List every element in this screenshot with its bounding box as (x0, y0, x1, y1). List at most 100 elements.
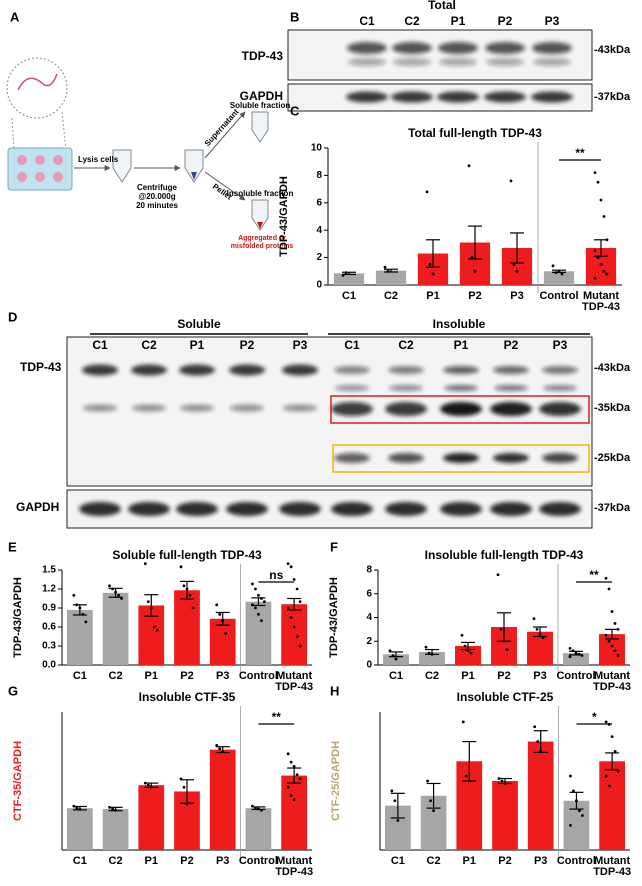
data-point (425, 190, 429, 194)
data-point (604, 576, 608, 580)
lane-label: P2 (240, 338, 255, 352)
data-point (289, 616, 293, 619)
x-tick-label: Control (238, 855, 278, 867)
data-point (613, 649, 617, 653)
data-point (263, 600, 266, 604)
data-point (551, 264, 555, 268)
error-bar (287, 597, 302, 611)
bar (209, 618, 236, 665)
lane-label: P3 (553, 338, 568, 352)
y-tick-label: 1.5 (42, 565, 56, 576)
blot-band (493, 453, 529, 463)
blot-band (490, 502, 532, 516)
blot-band (542, 366, 578, 374)
step-label: Lysis cells (78, 155, 119, 164)
blot-band (539, 402, 581, 416)
data-point (607, 784, 611, 788)
data-point (616, 769, 620, 773)
error-bar (72, 604, 87, 616)
error-bar (384, 268, 398, 273)
data-point (431, 272, 435, 276)
data-point (580, 654, 584, 657)
data-point (613, 750, 617, 753)
chart-title: Total full-length TDP-43 (408, 126, 542, 140)
data-point (532, 617, 536, 621)
y-tick-label: 6 (316, 197, 322, 208)
data-point (182, 785, 186, 789)
data-point (215, 744, 219, 747)
data-point (393, 799, 397, 803)
y-tick-label: 4 (316, 225, 322, 236)
significance-label: ** (272, 710, 282, 724)
y-tick-label: 8 (316, 170, 322, 181)
blot-band (539, 502, 581, 516)
lane-label: P1 (190, 338, 205, 352)
data-point (509, 179, 513, 183)
data-point (254, 606, 257, 610)
bar (375, 270, 407, 285)
y-tick-label: 0.9 (42, 603, 56, 614)
data-point (111, 587, 114, 591)
data-point (515, 269, 519, 273)
highlight-box (332, 444, 590, 473)
data-point (538, 632, 542, 636)
note: Aggregated or (238, 235, 286, 242)
data-point (463, 644, 467, 648)
data-point (182, 584, 186, 588)
data-point (295, 587, 299, 591)
kda-label: -25kDa (594, 452, 631, 464)
y-tick-label: 0.6 (42, 622, 56, 633)
data-point (499, 627, 503, 631)
data-point (185, 587, 189, 591)
blot-band (531, 91, 573, 103)
data-point (188, 593, 192, 597)
data-point (424, 645, 428, 649)
x-tick-label: C1 (388, 670, 404, 682)
data-point (496, 573, 500, 577)
data-point (502, 639, 506, 643)
y-tick-label: 2 (366, 636, 372, 647)
data-point (470, 256, 474, 259)
kda-label: -37kDa (594, 502, 631, 514)
data-point (221, 750, 225, 754)
x-tick-label: Control (556, 670, 596, 682)
x-tick-label: Mutant TDP-43 (275, 855, 314, 878)
bar (563, 653, 589, 665)
lane-label: P2 (498, 14, 513, 28)
kda-label: -43kDa (594, 362, 631, 374)
data-point (295, 635, 299, 638)
data-point (541, 636, 545, 640)
data-point (155, 628, 159, 632)
x-tick-label: P2 (180, 855, 194, 867)
data-point (466, 649, 470, 653)
blot-band (83, 404, 117, 412)
bar (209, 749, 236, 850)
blot-band (388, 453, 424, 463)
data-point (386, 269, 390, 273)
y-tick-label: 6 (366, 588, 372, 599)
data-point (114, 590, 117, 594)
blot-band (443, 366, 479, 374)
data-point (120, 597, 123, 600)
data-point (179, 565, 183, 569)
error-bar (389, 651, 403, 658)
data-point (286, 752, 290, 756)
data-point (298, 777, 302, 781)
x-tick-label: Mutant TDP-43 (593, 670, 631, 693)
bar (245, 808, 272, 850)
blot-band (485, 42, 525, 54)
data-point (396, 819, 400, 822)
blot-band (440, 402, 482, 416)
data-point (464, 774, 468, 778)
y-tick-label: 1.2 (42, 584, 56, 595)
x-tick-label: Control (238, 670, 278, 682)
x-tick-label: P1 (462, 855, 477, 867)
blot-band (440, 502, 482, 516)
lane-label: C2 (404, 14, 420, 28)
x-tick-label: Control (556, 855, 596, 867)
data-point (108, 584, 111, 588)
lane-label: C2 (398, 338, 414, 352)
data-point (215, 603, 219, 607)
data-point (292, 798, 296, 802)
